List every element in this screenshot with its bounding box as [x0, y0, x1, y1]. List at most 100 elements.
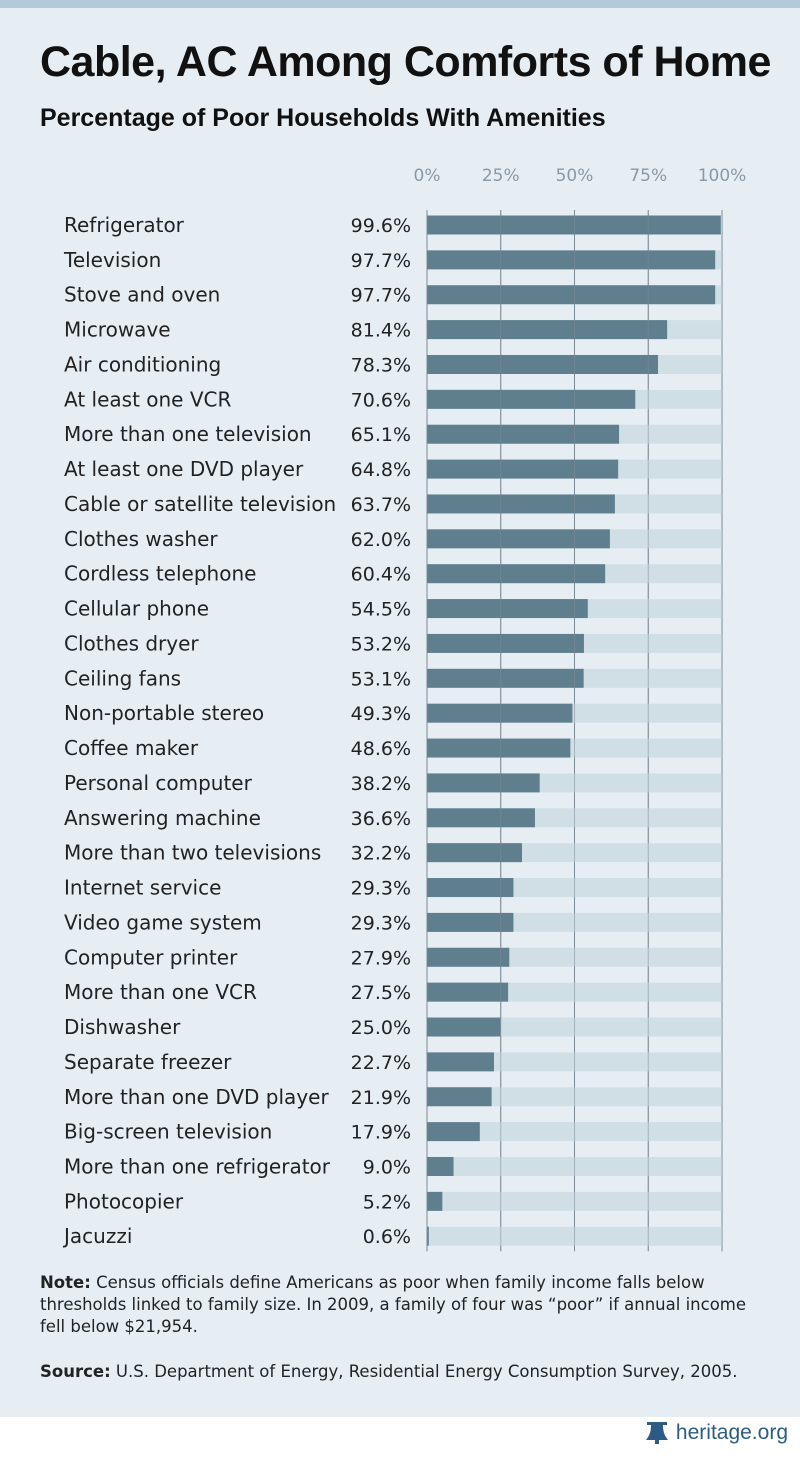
value-label: 78.3% — [351, 354, 411, 376]
liberty-bell-icon — [645, 1422, 668, 1444]
bar — [427, 982, 509, 1002]
category-label: Microwave — [64, 318, 171, 342]
bar — [427, 668, 584, 688]
x-tick-label: 25% — [482, 166, 520, 186]
bar — [427, 1087, 492, 1107]
category-label: More than one VCR — [64, 980, 257, 1004]
bar — [427, 633, 584, 653]
note-text: Census officials define Americans as poo… — [40, 1273, 747, 1336]
category-label: More than one DVD player — [64, 1085, 329, 1109]
bar — [427, 1191, 443, 1211]
value-label: 38.2% — [351, 773, 411, 795]
bar — [427, 1122, 480, 1142]
bar — [427, 494, 615, 514]
value-label: 25.0% — [351, 1017, 411, 1039]
source-label: Source: — [40, 1362, 111, 1381]
category-label: More than one television — [64, 422, 312, 446]
bar — [427, 285, 716, 305]
category-label: Internet service — [64, 876, 221, 900]
bar — [427, 947, 510, 967]
bar — [427, 703, 573, 723]
category-label: Non-portable stereo — [64, 701, 264, 725]
category-label: Stove and oven — [64, 283, 220, 307]
value-label: 54.5% — [351, 599, 411, 621]
category-label: Personal computer — [64, 771, 253, 795]
value-label: 64.8% — [351, 459, 411, 481]
value-label: 81.4% — [351, 320, 411, 342]
value-label: 65.1% — [351, 424, 411, 446]
value-label: 99.6% — [351, 215, 411, 237]
value-label: 36.6% — [351, 808, 411, 830]
bar — [427, 564, 606, 584]
category-label: Dishwasher — [64, 1015, 181, 1039]
bar — [427, 529, 610, 549]
category-label: Cable or satellite television — [64, 492, 336, 516]
bar — [427, 878, 514, 898]
category-label: Big-screen television — [64, 1120, 272, 1144]
chart-subtitle: Percentage of Poor Households With Ameni… — [40, 104, 606, 132]
value-label: 63.7% — [351, 494, 411, 516]
value-label: 70.6% — [351, 389, 411, 411]
logo-text: heritage.org — [675, 1421, 788, 1444]
x-tick-label: 75% — [629, 166, 667, 186]
bar — [427, 250, 716, 270]
value-label: 9.0% — [363, 1156, 411, 1178]
category-label: Answering machine — [64, 806, 261, 830]
value-label: 5.2% — [363, 1191, 411, 1213]
heritage-logo[interactable]: heritage.org — [644, 1421, 788, 1445]
category-label: At least one VCR — [64, 387, 231, 411]
value-label: 32.2% — [351, 843, 411, 865]
value-label: 27.5% — [351, 982, 411, 1004]
bar — [427, 354, 658, 374]
category-label: Video game system — [64, 910, 262, 934]
x-tick-label: 0% — [414, 166, 441, 186]
top-band — [0, 0, 800, 8]
bar — [427, 843, 522, 863]
source-text: U.S. Department of Energy, Residential E… — [110, 1362, 738, 1381]
category-label: More than one refrigerator — [64, 1154, 331, 1178]
value-label: 21.9% — [351, 1087, 411, 1109]
bar — [427, 912, 514, 932]
value-label: 53.2% — [351, 633, 411, 655]
note: Note: Census officials define Americans … — [40, 1272, 760, 1338]
chart-title: Cable, AC Among Comforts of Home — [40, 38, 771, 86]
bar — [427, 738, 571, 758]
value-label: 48.6% — [351, 738, 411, 760]
category-label: Clothes washer — [64, 527, 218, 551]
bar — [427, 773, 540, 793]
bar — [427, 424, 620, 444]
category-label: Ceiling fans — [64, 666, 181, 690]
x-tick-label: 100% — [698, 166, 747, 186]
category-label: Air conditioning — [64, 352, 221, 376]
bar — [427, 1017, 501, 1037]
bar — [427, 599, 588, 619]
value-label: 22.7% — [351, 1052, 411, 1074]
source: Source: U.S. Department of Energy, Resid… — [40, 1361, 770, 1383]
value-label: 49.3% — [351, 703, 411, 725]
bar — [427, 1052, 494, 1072]
category-label: Cordless telephone — [64, 562, 256, 586]
value-label: 0.6% — [363, 1226, 411, 1248]
category-label: Photocopier — [64, 1189, 184, 1213]
bar — [427, 808, 535, 828]
value-label: 53.1% — [351, 668, 411, 690]
bar — [427, 1226, 429, 1246]
x-tick-label: 50% — [556, 166, 594, 186]
value-label: 29.3% — [351, 912, 411, 934]
category-label: Refrigerator — [64, 213, 185, 237]
category-label: Clothes dryer — [64, 631, 199, 655]
category-label: Computer printer — [64, 945, 238, 969]
value-label: 60.4% — [351, 564, 411, 586]
bar — [427, 389, 636, 409]
bar — [427, 459, 619, 479]
bar-chart: 0% 25% 50% 75% 100% Refrigerator 99.6% Televisi… — [62, 166, 747, 1252]
bar — [427, 1156, 454, 1176]
category-label: Television — [63, 248, 161, 272]
value-label: 97.7% — [351, 250, 411, 272]
category-label: Separate freezer — [64, 1050, 232, 1074]
value-label: 27.9% — [351, 947, 411, 969]
bar — [427, 215, 721, 235]
value-label: 62.0% — [351, 529, 411, 551]
category-label: Cellular phone — [64, 597, 209, 621]
bar — [427, 320, 668, 340]
